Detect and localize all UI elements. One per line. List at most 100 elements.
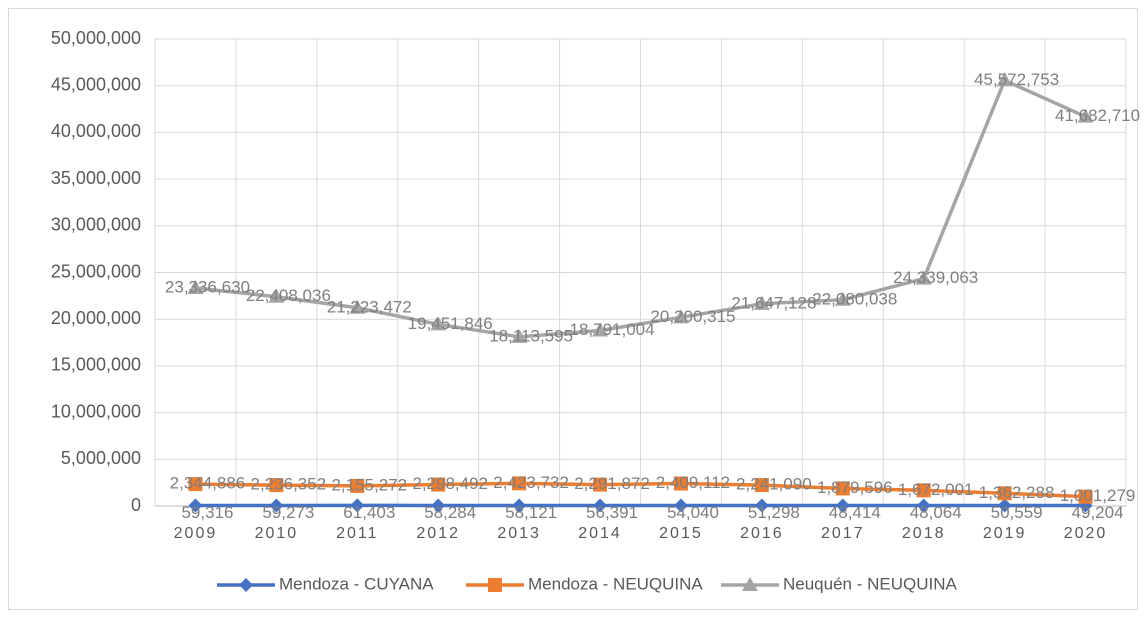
y-tick-label: 15,000,000: [51, 355, 141, 375]
y-tick-label: 50,000,000: [51, 28, 141, 48]
point: [512, 476, 527, 491]
data-label: 2,241,090: [736, 475, 812, 494]
point: [753, 295, 770, 310]
point: [835, 498, 850, 513]
data-label: 2,409,112: [656, 473, 730, 492]
data-label: 2,423,732: [493, 473, 569, 492]
data-label: 2,291,872: [574, 474, 650, 493]
point: [593, 498, 608, 513]
x-tick-label: 2014: [578, 525, 622, 542]
series-line: [195, 481, 1086, 499]
point: [673, 498, 688, 513]
y-tick-label: 0: [131, 495, 141, 515]
data-label: 48,064: [910, 503, 962, 522]
data-label: 48,414: [829, 503, 881, 522]
x-tick-label: 2009: [174, 525, 218, 542]
data-label: 18,791,004: [569, 320, 654, 339]
point: [835, 481, 850, 496]
point: [1078, 489, 1093, 504]
legend-label: Neuquén - NEUQUINA: [783, 574, 958, 593]
point: [754, 478, 769, 493]
point: [431, 477, 446, 492]
data-label: 2,155,272: [331, 475, 407, 494]
y-tick-label: 30,000,000: [51, 215, 141, 235]
point: [269, 498, 284, 513]
x-tick-label: 2013: [497, 525, 541, 542]
point: [188, 498, 203, 513]
point: [349, 299, 366, 314]
point: [754, 498, 769, 513]
data-label: 49,204: [1072, 503, 1124, 522]
data-label: 1,362,288: [979, 483, 1055, 502]
x-tick-label: 2016: [740, 525, 784, 542]
y-tick-label: 25,000,000: [51, 261, 141, 281]
point: [593, 477, 608, 492]
point: [916, 483, 931, 498]
data-label: 2,344,886: [170, 474, 246, 493]
data-label: 58,284: [424, 503, 476, 522]
y-tick-label: 45,000,000: [51, 74, 141, 94]
series-line: [195, 78, 1087, 339]
x-tick-label: 2017: [821, 525, 865, 542]
data-label: 20,200,315: [650, 307, 735, 326]
data-label: 41,682,710: [1055, 106, 1140, 125]
data-label: 61,403: [343, 503, 395, 522]
data-label: 54,040: [667, 503, 719, 522]
data-label: 1,879,596: [817, 478, 893, 497]
x-tick-label: 2011: [336, 525, 378, 542]
x-tick-label: 2012: [416, 525, 460, 542]
x-tick-label: 2018: [902, 525, 946, 542]
data-label: 59,316: [181, 503, 233, 522]
data-label: 58,121: [505, 503, 557, 522]
legend-label: Mendoza - NEUQUINA: [528, 574, 703, 593]
y-tick-label: 10,000,000: [51, 401, 141, 421]
legend-marker: [488, 578, 502, 592]
data-label: 22,080,038: [812, 289, 897, 308]
data-label: 19,451,846: [408, 314, 493, 333]
data-label: 56,391: [586, 503, 638, 522]
data-label: 21,223,472: [327, 297, 412, 316]
point: [430, 316, 447, 331]
point: [997, 486, 1012, 501]
data-label: 51,298: [748, 503, 800, 522]
point: [431, 498, 446, 513]
y-tick-label: 40,000,000: [51, 121, 141, 141]
data-label: 1,001,279: [1060, 486, 1136, 505]
x-tick-label: 2019: [983, 525, 1027, 542]
y-tick-label: 20,000,000: [51, 308, 141, 328]
data-label: 59,273: [262, 503, 314, 522]
point: [512, 498, 527, 513]
point: [268, 288, 285, 303]
point: [1077, 108, 1094, 123]
x-tick-label: 2015: [659, 525, 703, 542]
point: [915, 270, 932, 285]
chart-frame: [8, 8, 1138, 610]
point: [350, 498, 365, 513]
point: [187, 280, 204, 295]
x-tick-label: 2010: [255, 525, 299, 542]
point: [834, 291, 851, 306]
y-tick-label: 5,000,000: [61, 448, 141, 468]
data-label: 24,339,063: [893, 268, 978, 287]
point: [188, 477, 203, 492]
point: [672, 309, 689, 324]
x-tick-label: 2020: [1064, 525, 1108, 542]
legend-marker: [239, 578, 253, 592]
data-label: 50,559: [991, 503, 1043, 522]
point: [997, 498, 1012, 513]
data-label: 22,408,036: [246, 286, 331, 305]
data-label: 45,572,753: [974, 70, 1059, 89]
point: [996, 72, 1013, 87]
data-label: 2,236,352: [251, 475, 327, 494]
legend-marker: [742, 577, 758, 591]
point: [511, 328, 528, 343]
point: [269, 478, 284, 493]
y-tick-label: 35,000,000: [51, 168, 141, 188]
point: [592, 322, 609, 337]
data-label: 18,113,595: [489, 326, 573, 345]
legend-label: Mendoza - CUYANA: [279, 574, 434, 593]
point: [916, 498, 931, 513]
data-label: 21,647,128: [731, 293, 816, 312]
data-label: 1,672,001: [898, 480, 974, 499]
